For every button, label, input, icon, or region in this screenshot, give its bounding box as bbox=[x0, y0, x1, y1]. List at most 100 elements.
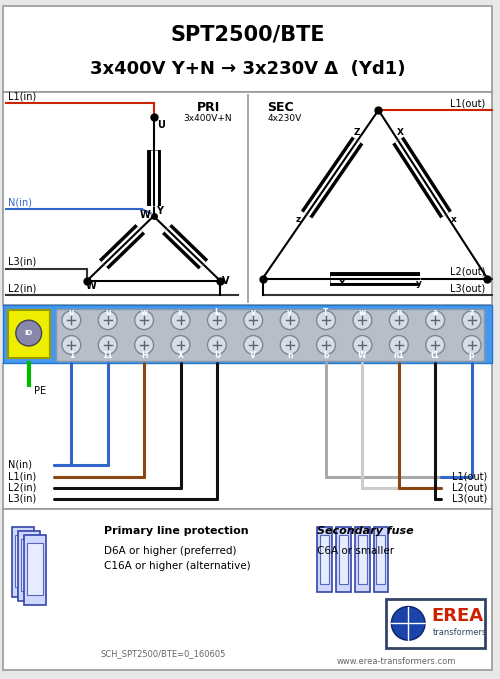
Text: U: U bbox=[158, 120, 166, 130]
Text: SPT2500/BTE: SPT2500/BTE bbox=[170, 25, 325, 45]
Text: ID: ID bbox=[24, 330, 33, 336]
Circle shape bbox=[16, 320, 42, 346]
Circle shape bbox=[62, 335, 80, 354]
Circle shape bbox=[98, 335, 117, 354]
Circle shape bbox=[392, 606, 425, 640]
Bar bbox=[27, 543, 42, 595]
Text: V: V bbox=[222, 276, 230, 286]
Circle shape bbox=[171, 335, 190, 354]
Circle shape bbox=[426, 335, 444, 354]
Text: N(in): N(in) bbox=[8, 197, 32, 207]
Text: Primary line protection: Primary line protection bbox=[104, 526, 249, 536]
Text: 4x230V: 4x230V bbox=[268, 113, 302, 123]
Text: z: z bbox=[295, 215, 300, 223]
Bar bbox=[317, 528, 332, 591]
Text: x: x bbox=[178, 308, 183, 317]
Text: L2(in): L2(in) bbox=[8, 483, 36, 493]
Text: L3(out): L3(out) bbox=[450, 283, 486, 293]
Text: C16A or higher (alternative): C16A or higher (alternative) bbox=[104, 561, 251, 571]
Text: y: y bbox=[287, 308, 292, 317]
Text: b: b bbox=[324, 351, 329, 361]
Text: N(in): N(in) bbox=[8, 460, 32, 470]
Text: x: x bbox=[452, 215, 457, 223]
Text: L2(out): L2(out) bbox=[450, 267, 486, 276]
Text: PE: PE bbox=[34, 386, 46, 396]
Text: EREA: EREA bbox=[431, 608, 483, 625]
Circle shape bbox=[208, 335, 227, 354]
Text: W: W bbox=[358, 351, 366, 361]
Bar bbox=[18, 531, 40, 600]
Text: L1(in): L1(in) bbox=[8, 472, 36, 481]
Text: T: T bbox=[324, 308, 328, 317]
Text: L2(in): L2(in) bbox=[8, 283, 36, 293]
Circle shape bbox=[280, 335, 299, 354]
Text: W: W bbox=[140, 210, 150, 220]
Bar bbox=[358, 535, 366, 584]
Text: w: w bbox=[140, 308, 147, 317]
Text: D6A or higher (preferred): D6A or higher (preferred) bbox=[104, 546, 236, 556]
Text: 3x400V+N: 3x400V+N bbox=[184, 113, 232, 123]
Text: n1: n1 bbox=[394, 351, 404, 361]
Text: C6A or smaller: C6A or smaller bbox=[317, 546, 394, 556]
Circle shape bbox=[353, 311, 372, 329]
Circle shape bbox=[316, 335, 336, 354]
Bar bbox=[56, 309, 484, 361]
Text: L: L bbox=[214, 308, 220, 317]
Circle shape bbox=[134, 335, 154, 354]
Text: Y: Y bbox=[156, 206, 164, 216]
Circle shape bbox=[390, 335, 408, 354]
Text: W: W bbox=[85, 282, 96, 291]
Circle shape bbox=[390, 311, 408, 329]
Circle shape bbox=[171, 311, 190, 329]
Circle shape bbox=[208, 311, 227, 329]
Circle shape bbox=[280, 311, 299, 329]
Text: U: U bbox=[214, 351, 220, 361]
Text: Secondary fuse: Secondary fuse bbox=[317, 526, 414, 536]
Text: 11: 11 bbox=[102, 351, 113, 361]
Circle shape bbox=[98, 311, 117, 329]
Text: 3x400V Y+N → 3x230V Δ  (Yd1): 3x400V Y+N → 3x230V Δ (Yd1) bbox=[90, 60, 406, 77]
Text: Z: Z bbox=[353, 128, 360, 137]
Text: w: w bbox=[359, 308, 366, 317]
Bar bbox=[339, 535, 348, 584]
Text: H: H bbox=[141, 351, 148, 361]
Text: Y: Y bbox=[338, 280, 344, 289]
Text: 1: 1 bbox=[68, 351, 74, 361]
Circle shape bbox=[244, 335, 262, 354]
Bar bbox=[21, 539, 36, 591]
Circle shape bbox=[134, 311, 154, 329]
Text: u: u bbox=[105, 308, 110, 317]
Circle shape bbox=[462, 311, 481, 329]
Bar bbox=[3, 509, 492, 670]
Bar bbox=[3, 6, 492, 92]
Circle shape bbox=[426, 311, 444, 329]
Bar bbox=[15, 535, 30, 587]
Text: L3(in): L3(in) bbox=[8, 257, 36, 267]
Circle shape bbox=[353, 335, 372, 354]
Text: SCH_SPT2500/BTE=0_160605: SCH_SPT2500/BTE=0_160605 bbox=[101, 650, 226, 659]
Text: PRI: PRI bbox=[196, 100, 220, 113]
Text: L1(out): L1(out) bbox=[452, 472, 488, 481]
Bar bbox=[336, 528, 350, 591]
Text: www.erea-transformers.com: www.erea-transformers.com bbox=[336, 657, 456, 667]
Bar bbox=[374, 528, 388, 591]
Text: L1(in): L1(in) bbox=[8, 91, 36, 101]
Text: V: V bbox=[250, 351, 256, 361]
Text: y: y bbox=[416, 280, 422, 289]
Circle shape bbox=[62, 311, 80, 329]
Text: L2(out): L2(out) bbox=[452, 483, 488, 493]
Text: L3(out): L3(out) bbox=[452, 494, 488, 504]
Bar bbox=[3, 306, 492, 363]
Bar bbox=[320, 535, 329, 584]
Text: transformers: transformers bbox=[433, 628, 488, 637]
Bar bbox=[12, 528, 34, 597]
Bar bbox=[3, 363, 492, 509]
Bar bbox=[376, 535, 386, 584]
Text: X: X bbox=[178, 351, 184, 361]
Bar bbox=[354, 528, 370, 591]
Circle shape bbox=[462, 335, 481, 354]
Circle shape bbox=[316, 311, 336, 329]
Text: n: n bbox=[396, 308, 402, 317]
Text: n: n bbox=[287, 351, 292, 361]
Text: L3(in): L3(in) bbox=[8, 494, 36, 504]
